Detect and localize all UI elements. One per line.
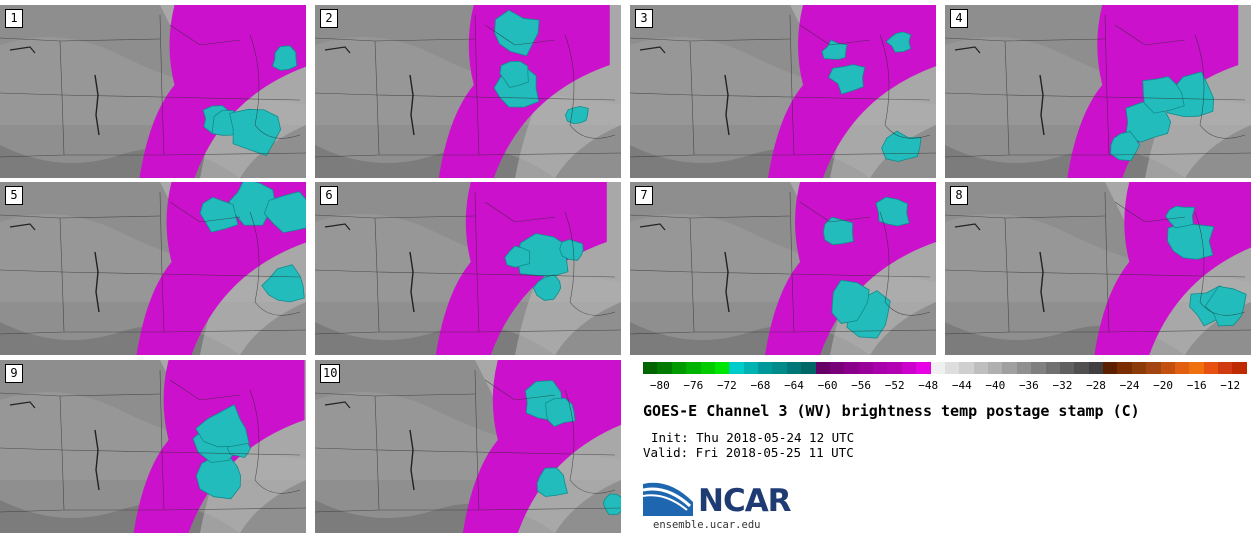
colorbar-segment xyxy=(758,362,773,374)
member-number-label: 8 xyxy=(950,186,968,205)
postage-stamp-panel: 3 xyxy=(630,5,936,178)
colorbar-segment xyxy=(858,362,873,374)
ncar-wordmark: NCAR xyxy=(698,483,792,519)
member-number-label: 3 xyxy=(635,9,653,28)
postage-stamp-panel: 4 xyxy=(945,5,1251,178)
colorbar-tick-label: −36 xyxy=(1018,379,1039,392)
colorbar-segment xyxy=(944,362,960,374)
colorbar-segment xyxy=(1045,362,1060,374)
colorbar-segment xyxy=(700,362,715,374)
colorbar-segment xyxy=(887,362,902,374)
colorbar-segment xyxy=(1232,362,1247,374)
colorbar-tick-label: −20 xyxy=(1153,379,1174,392)
site-url: ensemble.ucar.edu xyxy=(653,519,761,531)
colorbar-tick-label: −40 xyxy=(985,379,1006,392)
init-time: Init: Thu 2018-05-24 12 UTC xyxy=(651,430,855,445)
postage-stamp-panel: 1 xyxy=(0,5,306,178)
colorbar-segment xyxy=(786,362,802,374)
postage-stamp-panel: 10 xyxy=(315,360,621,533)
member-number-label: 4 xyxy=(950,9,968,28)
member-number-label: 5 xyxy=(5,186,23,205)
colorbar-segment xyxy=(988,362,1003,374)
colorbar-tick-label: −32 xyxy=(1052,379,1073,392)
colorbar-segment xyxy=(671,362,687,374)
postage-stamp-panel: 8 xyxy=(945,182,1251,355)
colorbar-segment xyxy=(844,362,859,374)
colorbar-tick-label: −72 xyxy=(716,379,737,392)
colorbar-segment xyxy=(686,362,701,374)
ncar-logo: NCAR xyxy=(642,476,793,520)
postage-stamp-panel: 7 xyxy=(630,182,936,355)
colorbar-ticks: −80 −76 −72 −68 −64 −60 −56 −52 −48 −44 −40 −36 −32−… xyxy=(643,379,1247,393)
colorbar-segment xyxy=(1131,362,1147,374)
colorbar-segment xyxy=(1074,362,1089,374)
colorbar-tick-label: −56 xyxy=(851,379,872,392)
colorbar-segment xyxy=(714,362,730,374)
colorbar-segment xyxy=(729,362,744,374)
colorbar-segment xyxy=(743,362,758,374)
colorbar-segment xyxy=(643,362,658,374)
postage-stamp-panel: 6 xyxy=(315,182,621,355)
colorbar-segment xyxy=(1031,362,1046,374)
colorbar-segment xyxy=(829,362,845,374)
member-number-label: 1 xyxy=(5,9,23,28)
colorbar-segment xyxy=(959,362,974,374)
colorbar-segment xyxy=(1103,362,1118,374)
colorbar-tick-label: −44 xyxy=(951,379,972,392)
colorbar-segment xyxy=(930,362,945,374)
ncar-swoosh-icon xyxy=(642,482,693,516)
colorbar-segment xyxy=(801,362,816,374)
colorbar-tick-label: −52 xyxy=(884,379,905,392)
colorbar-segment xyxy=(1002,362,1017,374)
colorbar-segment xyxy=(1174,362,1190,374)
colorbar-tick-label: −12 xyxy=(1220,379,1241,392)
colorbar-segment xyxy=(1160,362,1175,374)
postage-stamp-panel: 5 xyxy=(0,182,306,355)
colorbar-segment xyxy=(815,362,830,374)
colorbar-segment xyxy=(657,362,672,374)
member-number-label: 6 xyxy=(320,186,338,205)
member-number-label: 2 xyxy=(320,9,338,28)
colorbar-tick-label: −24 xyxy=(1119,379,1140,392)
colorbar-tick-label: −76 xyxy=(683,379,704,392)
colorbar-segment xyxy=(772,362,787,374)
colorbar-segment xyxy=(916,362,931,374)
figure-title: GOES-E Channel 3 (WV) brightness temp po… xyxy=(643,402,1140,420)
colorbar-segment xyxy=(1088,362,1103,374)
colorbar-segment xyxy=(873,362,888,374)
colorbar-tick-label: −60 xyxy=(817,379,838,392)
colorbar xyxy=(643,362,1247,374)
colorbar-segment xyxy=(1146,362,1161,374)
colorbar-tick-label: −28 xyxy=(1086,379,1106,392)
postage-stamp-panel: 9 xyxy=(0,360,306,533)
colorbar-segment xyxy=(1203,362,1218,374)
colorbar-segment xyxy=(1016,362,1032,374)
colorbar-segment xyxy=(1218,362,1233,374)
postage-stamp-panel: 2 xyxy=(315,5,621,178)
colorbar-segment xyxy=(901,362,917,374)
colorbar-segment xyxy=(973,362,988,374)
colorbar-tick-label: −68 xyxy=(750,379,771,392)
member-number-label: 7 xyxy=(635,186,653,205)
colorbar-segment xyxy=(1117,362,1132,374)
colorbar-segment xyxy=(1059,362,1075,374)
member-number-label: 10 xyxy=(320,364,341,383)
colorbar-tick-label: −48 xyxy=(918,379,939,392)
member-number-label: 9 xyxy=(5,364,23,383)
colorbar-tick-label: −80 xyxy=(649,379,670,392)
colorbar-tick-label: −64 xyxy=(784,379,804,392)
colorbar-tick-label: −16 xyxy=(1186,379,1207,392)
valid-time: Valid: Fri 2018-05-25 11 UTC xyxy=(643,445,854,460)
colorbar-segment xyxy=(1189,362,1204,374)
